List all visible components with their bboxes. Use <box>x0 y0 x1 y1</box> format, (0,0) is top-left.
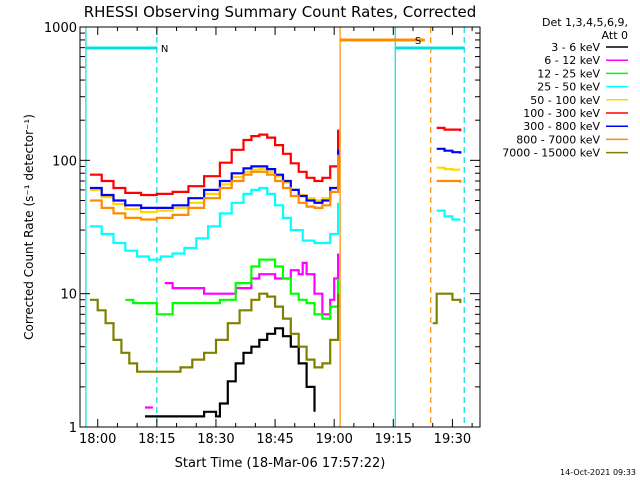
series-lines <box>89 126 462 418</box>
series-line-3-seg-0 <box>89 186 340 261</box>
legend-entry-2: 12 - 25 keV <box>537 67 600 80</box>
legend-entry-8: 7000 - 15000 keV <box>502 147 600 160</box>
annotation-label-s: S <box>415 36 421 47</box>
series-line-3-seg-1 <box>436 209 461 221</box>
vertical-markers <box>85 27 465 427</box>
chart-title: RHESSI Observing Summary Count Rates, Co… <box>84 3 477 21</box>
x-tick-label-5: 19:15 <box>375 432 412 447</box>
x-tick-label-4: 19:00 <box>315 432 352 447</box>
legend-entry-0: 3 - 6 keV <box>551 41 600 54</box>
series-line-2-seg-0 <box>125 258 340 320</box>
legend-entry-4: 50 - 100 keV <box>530 94 600 107</box>
legend-header-0: Det 1,3,4,5,6,9, <box>542 16 628 29</box>
legend-entry-6: 300 - 800 keV <box>523 120 600 133</box>
series-line-5-seg-1 <box>436 126 462 132</box>
y-axis: 1 10 100 1000 <box>44 21 480 436</box>
x-tick-label-1: 18:15 <box>138 432 175 447</box>
series-line-5-seg-0 <box>89 129 340 197</box>
series-line-6-seg-1 <box>436 147 462 154</box>
legend-entry-5: 100 - 300 keV <box>523 107 600 120</box>
legend-header-1: Att 0 <box>602 29 628 42</box>
legend-entry-1: 6 - 12 keV <box>544 54 600 67</box>
x-tick-label-3: 18:45 <box>256 432 293 447</box>
series-line-6-seg-0 <box>89 149 340 209</box>
y-tick-label-1: 10 <box>60 288 77 303</box>
x-axis: 18:00 18:15 18:30 18:45 19:00 19:15 19:30 <box>79 27 473 447</box>
series-line-7-seg-1 <box>436 179 462 183</box>
series-line-0-seg-0 <box>145 327 316 418</box>
attenuator-annotations: NS <box>85 36 465 55</box>
series-line-8-seg-1 <box>432 292 462 325</box>
legend-entry-7: 800 - 7000 keV <box>516 133 600 146</box>
x-tick-label-0: 18:00 <box>79 432 116 447</box>
y-tick-label-0: 1 <box>69 421 77 436</box>
plot-frame <box>79 26 481 428</box>
x-axis-label: Start Time (18-Mar-06 17:57:22) <box>175 456 386 471</box>
y-axis-label: Corrected Count Rate (s⁻¹ detector⁻¹) <box>22 114 36 340</box>
y-tick-label-2: 100 <box>52 154 77 169</box>
annotation-label-n: N <box>161 44 168 55</box>
series-line-8-seg-0 <box>89 292 340 373</box>
series-line-7-seg-0 <box>89 154 340 221</box>
timestamp: 14-Oct-2021 09:33 <box>560 468 636 477</box>
y-tick-label-3: 1000 <box>44 21 77 36</box>
series-line-4-seg-1 <box>436 166 461 171</box>
x-tick-label-6: 19:30 <box>434 432 471 447</box>
legend-entry-3: 25 - 50 keV <box>537 81 600 94</box>
x-tick-label-2: 18:30 <box>197 432 234 447</box>
